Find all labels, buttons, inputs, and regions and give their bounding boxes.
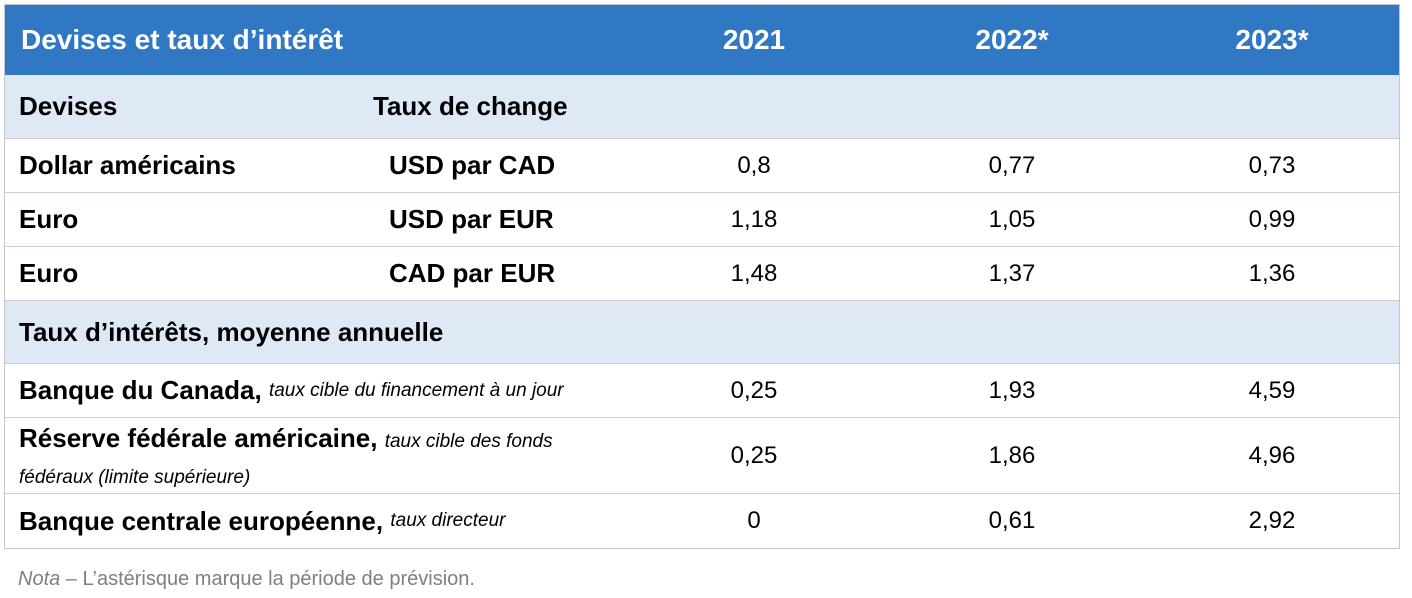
- value-2023: 4,59: [1248, 376, 1296, 404]
- value-2022: 0,61: [988, 507, 1036, 534]
- bank-name: Banque du Canada,: [19, 375, 262, 405]
- value-2023: 0,99: [1248, 205, 1296, 233]
- value-2022: 1,05: [988, 205, 1036, 233]
- row-unit: CAD par EUR: [389, 258, 556, 288]
- rate-qualifier: taux cible du financement à un jour: [268, 379, 564, 401]
- table-title: Devises et taux d’intérêt: [21, 24, 344, 55]
- rates-table: Devises et taux d’intérêt 2021 2022* 202…: [4, 4, 1400, 549]
- rate-qualifier: taux cible des fonds fédéraux (limite su…: [19, 430, 553, 488]
- bank-name: Banque centrale européenne,: [19, 505, 384, 536]
- value-2021: 1,18: [730, 205, 778, 233]
- value-2023: 2,92: [1248, 507, 1296, 534]
- unit-header: Taux de change: [373, 91, 568, 121]
- table-row: Dollar américains USD par CAD 0,8 0,77 0…: [5, 139, 1399, 193]
- table-row: Banque centrale européenne, taux directe…: [5, 494, 1399, 548]
- row-unit: USD par EUR: [389, 204, 554, 234]
- value-2023: 4,96: [1248, 441, 1296, 469]
- rate-qualifier: taux directeur: [390, 510, 506, 531]
- value-2022: 1,86: [988, 441, 1036, 469]
- row-unit: USD par CAD: [389, 150, 556, 180]
- value-2023: 0,73: [1248, 151, 1296, 179]
- table-row: Banque du Canada, taux cible du financem…: [5, 364, 1399, 418]
- section-interest-rates: Taux d’intérêts, moyenne annuelle: [5, 301, 1399, 364]
- year-header-2021: 2021: [722, 24, 786, 55]
- row-label: Banque centrale européenne, taux directe…: [19, 494, 505, 548]
- value-2023: 1,36: [1248, 259, 1296, 287]
- value-2022: 0,77: [988, 151, 1036, 179]
- value-2021: 1,48: [730, 259, 778, 287]
- value-2021: 0,25: [730, 441, 778, 469]
- section-currencies: Devises Taux de change: [5, 75, 1399, 139]
- value-2021: 0,25: [730, 376, 778, 404]
- table-row: Réserve fédérale américaine, taux cible …: [5, 418, 1399, 494]
- value-2021: 0,8: [737, 151, 771, 179]
- row-label: Euro: [19, 258, 79, 288]
- table-row: Euro CAD par EUR 1,48 1,37 1,36: [5, 247, 1399, 301]
- row-label: Dollar américains: [19, 150, 236, 180]
- row-label: Banque du Canada, taux cible du financem…: [19, 364, 564, 417]
- footnote-prefix: Nota: [18, 568, 61, 590]
- table-header-row: Devises et taux d’intérêt 2021 2022* 202…: [5, 5, 1399, 75]
- section-label: Devises: [19, 91, 118, 121]
- row-label: Réserve fédérale américaine, taux cible …: [19, 418, 619, 493]
- table-row: Euro USD par EUR 1,18 1,05 0,99: [5, 193, 1399, 247]
- value-2021: 0: [747, 507, 761, 534]
- footnote: Nota – L’astérisque marque la période de…: [18, 568, 475, 591]
- row-label: Euro: [19, 204, 79, 234]
- year-header-2022: 2022*: [975, 24, 1049, 55]
- value-2022: 1,37: [988, 259, 1036, 287]
- year-header-2023: 2023*: [1235, 24, 1309, 55]
- section-label: Taux d’intérêts, moyenne annuelle: [19, 316, 444, 347]
- value-2022: 1,93: [988, 376, 1036, 404]
- footnote-text: – L’astérisque marque la période de prév…: [60, 568, 475, 590]
- bank-name: Réserve fédérale américaine,: [19, 422, 378, 453]
